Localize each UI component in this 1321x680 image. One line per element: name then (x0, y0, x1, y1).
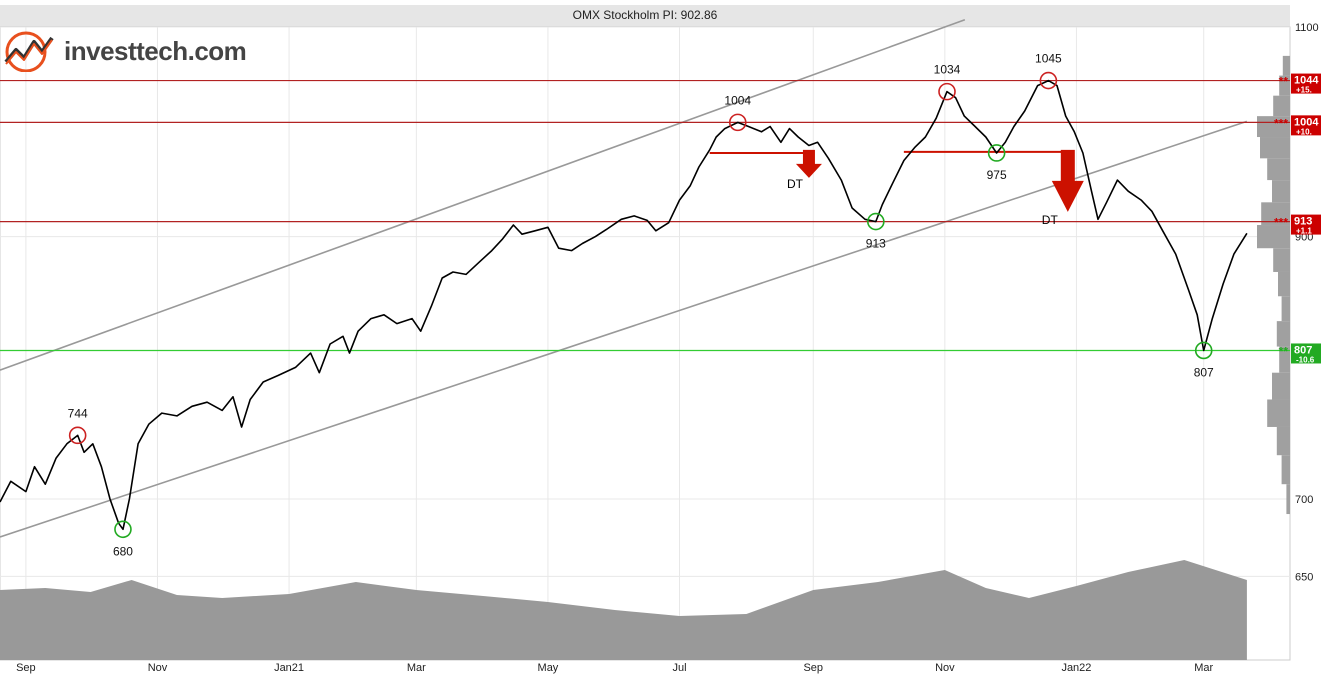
y-tick-label: 650 (1295, 571, 1313, 583)
volume-profile-bar (1267, 158, 1290, 181)
volume-profile-bar (1273, 248, 1290, 272)
volume-profile-bar (1260, 137, 1290, 159)
level-value-label: 1044 (1294, 75, 1319, 87)
volume-area (0, 560, 1247, 660)
level-stars: *** (1274, 116, 1288, 130)
top-marker (1039, 71, 1058, 90)
extreme-value-label: 807 (1194, 365, 1214, 379)
channel-lower-line (0, 120, 1248, 538)
investtech-logo: investtech.com (2, 28, 247, 74)
x-tick-label: Sep (16, 662, 36, 674)
bottom-marker (867, 212, 885, 231)
x-tick-label: Mar (1194, 662, 1213, 674)
bottom-marker (1194, 341, 1213, 360)
volume-profile-bar (1282, 55, 1290, 76)
volume-profile-bar (1286, 484, 1290, 515)
level-label-box (1291, 115, 1321, 136)
level-label-box (1291, 343, 1321, 364)
level-value-label: 1004 (1294, 116, 1319, 128)
extreme-value-label: 680 (113, 544, 133, 558)
x-tick-label: Mar (407, 662, 426, 674)
level-pct-label: +1.1 (1296, 227, 1312, 236)
level-stars: ** (1279, 75, 1289, 89)
level-stars: ** (1279, 344, 1289, 358)
level-value-label: 807 (1294, 344, 1312, 356)
x-tick-label: May (538, 662, 559, 674)
x-tick-label: Jan21 (274, 662, 304, 674)
channel-upper-line (0, 18, 966, 371)
bottom-marker (987, 144, 1006, 162)
extreme-value-label: 744 (68, 406, 88, 420)
breakdown-arrow (1051, 149, 1084, 212)
top-marker (68, 426, 87, 445)
price-line (0, 79, 1248, 531)
top-marker (728, 113, 747, 132)
volume-profile-bar (1257, 225, 1290, 249)
volume-profile-bar (1273, 95, 1290, 117)
volume-profile-bar (1276, 321, 1290, 347)
breakdown-label: DT (787, 177, 804, 191)
extreme-value-label: 1004 (724, 93, 751, 107)
breakdown-arrow (795, 149, 822, 178)
level-pct-label: -10.6 (1296, 355, 1315, 364)
level-pct-label: +15. (1296, 86, 1312, 95)
level-label-box (1291, 73, 1321, 94)
volume-profile-bar (1257, 116, 1290, 138)
y-tick-label: 1100 (1295, 22, 1319, 34)
y-tick-label: 700 (1295, 494, 1313, 506)
volume-profile-bar (1278, 271, 1290, 297)
level-value-label: 913 (1294, 216, 1312, 228)
x-tick-label: Jan22 (1061, 662, 1091, 674)
volume-profile-bar (1267, 399, 1290, 427)
extreme-value-label: 975 (987, 168, 1007, 182)
x-tick-label: Jul (672, 662, 686, 674)
logo-text: investtech.com (64, 35, 247, 66)
volume-profile-bar (1279, 346, 1290, 373)
logo-mark-icon (4, 31, 54, 72)
volume-profile-bar (1276, 426, 1290, 456)
volume-profile-bar (1281, 455, 1290, 485)
volume-profile-bar (1279, 75, 1290, 96)
volume-profile-bar (1261, 202, 1290, 226)
x-tick-label: Sep (803, 662, 823, 674)
level-label-box (1291, 214, 1321, 235)
x-tick-label: Nov (935, 662, 955, 674)
extreme-value-label: 1034 (934, 63, 961, 77)
x-tick-label: Nov (148, 662, 168, 674)
extreme-value-label: 913 (866, 237, 886, 251)
volume-profile-bar (1281, 296, 1290, 322)
level-pct-label: +10. (1296, 127, 1312, 136)
volume-profile-bar (1272, 180, 1290, 203)
breakdown-label: DT (1042, 213, 1059, 227)
top-marker (938, 82, 956, 101)
level-stars: *** (1274, 216, 1288, 230)
bottom-marker (114, 520, 132, 539)
volume-profile-bar (1272, 372, 1290, 400)
extreme-value-label: 1045 (1035, 52, 1062, 66)
